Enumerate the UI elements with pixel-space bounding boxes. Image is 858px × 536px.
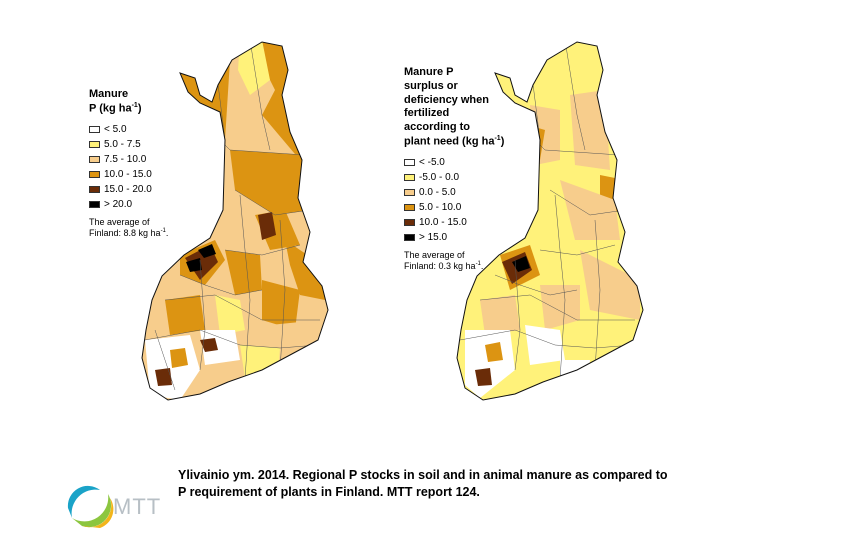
legend-swatch (404, 174, 415, 182)
legend-item: > 20.0 (89, 197, 168, 212)
legend-item: 15.0 - 20.0 (89, 182, 168, 197)
legend-manure-p: Manure P (kg ha-1) < 5.0 5.0 - 7.5 7.5 - 1… (89, 88, 168, 239)
legend-item: < 5.0 (89, 122, 168, 137)
legend-item: 10.0 - 15.0 (404, 215, 504, 230)
legend-label: 7.5 - 10.0 (104, 153, 147, 165)
legend-note: The average of Finland: 8.8 kg ha-1. (89, 217, 169, 238)
legend-item: < -5.0 (404, 155, 504, 170)
legend-title-line: Manure (89, 88, 129, 100)
legend-note: The average of Finland: 0.3 kg ha-1. (404, 250, 484, 271)
legend-label: > 20.0 (104, 198, 133, 210)
legend-label: 10.0 - 15.0 (419, 216, 467, 228)
legend-swatch (404, 204, 415, 212)
legend-manure-p-surplus: Manure P surplus or deficiency when fert… (404, 66, 504, 272)
legend-label: 15.0 - 20.0 (104, 183, 152, 195)
legend-swatch (89, 126, 100, 134)
legend-swatch (89, 201, 100, 209)
legend-label: -5.0 - 0.0 (419, 171, 460, 183)
legend-item: 10.0 - 15.0 (89, 167, 168, 182)
legend-swatch (404, 234, 415, 242)
caption-line-1: Ylivainio ym. 2014. Regional P stocks in… (178, 468, 668, 482)
legend-swatch (89, 156, 100, 164)
legend-swatch (89, 141, 100, 149)
legend-swatch (404, 189, 415, 197)
legend-title-unit: P (kg ha-1) (89, 101, 142, 115)
legend-label: < 5.0 (104, 123, 127, 135)
legend-label: 10.0 - 15.0 (104, 168, 152, 180)
legend-label: < -5.0 (419, 156, 445, 168)
legend-swatch (89, 186, 100, 194)
legend-item: 7.5 - 10.0 (89, 152, 168, 167)
legend-item: 0.0 - 5.0 (404, 185, 504, 200)
legend-swatch (404, 219, 415, 227)
logo-text: MTT (113, 494, 162, 519)
legend-item: 5.0 - 10.0 (404, 200, 504, 215)
legend-title: Manure P (kg ha-1) (89, 88, 168, 116)
legend-title: Manure P surplus or deficiency when fert… (404, 66, 505, 148)
legend-label: 5.0 - 10.0 (419, 201, 462, 213)
legend-swatch (404, 159, 415, 167)
legend-label: 0.0 - 5.0 (419, 186, 456, 198)
legend-swatch (89, 171, 100, 179)
legend-item: 5.0 - 7.5 (89, 137, 168, 152)
caption-line-2: P requirement of plants in Finland. MTT … (178, 485, 480, 499)
legend-label: 5.0 - 7.5 (104, 138, 141, 150)
legend-label: > 15.0 (419, 231, 448, 243)
mtt-logo-icon (67, 485, 114, 528)
legend-item: -5.0 - 0.0 (404, 170, 504, 185)
legend-item: > 15.0 (404, 230, 504, 245)
citation-caption: Ylivainio ym. 2014. Regional P stocks in… (178, 467, 668, 501)
